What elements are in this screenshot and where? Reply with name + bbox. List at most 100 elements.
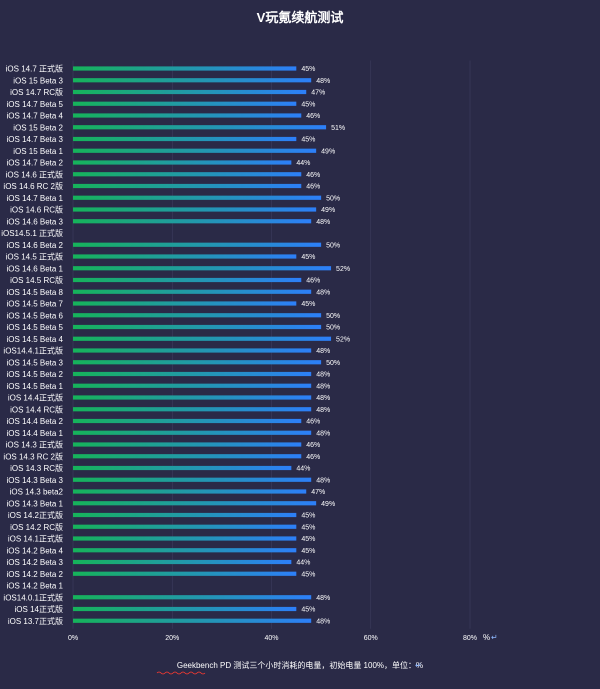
value-label: 45% [301,137,315,144]
value-label: 49% [321,501,335,508]
bar [73,277,302,283]
bar [73,195,322,200]
value-label: 44% [296,466,310,473]
category-label: iOS 14正式版 [15,604,63,614]
bar [73,595,312,600]
value-label: 48% [316,78,330,85]
bar [73,489,307,494]
value-label: 50% [326,242,340,249]
category-label: iOS 14.4 Beta 1 [7,429,64,438]
category-label: iOS 14.6 Beta 2 [7,241,64,250]
value-label: 48% [316,219,330,226]
value-label: 45% [301,101,315,108]
category-label: iOS 15 Beta 1 [13,147,63,156]
category-label: iOS 14.7 Beta 1 [7,194,64,203]
bar [73,477,312,482]
value-label: 46% [306,113,320,120]
bar [73,136,297,142]
bar [73,148,317,153]
category-label: iOS14.0.1正式版 [3,592,63,602]
bar [73,383,312,388]
category-label: iOS 14.5 Beta 1 [7,382,64,391]
category-label: iOS 14.2 Beta 4 [7,546,64,555]
x-tick-label: 60% [364,635,378,642]
bar [73,618,312,623]
category-label: iOS 14.5 Beta 5 [7,323,64,332]
value-label: 47% [311,489,325,496]
category-label: iOS 14.3 RC 2版 [3,451,63,461]
value-label: 48% [316,407,330,414]
category-label: iOS 14.5 正式版 [6,252,63,262]
bar [73,501,317,506]
bar [73,78,312,83]
category-label: iOS 14.3 Beta 1 [7,499,64,508]
value-label: 46% [306,278,320,285]
label-layer: iOS 14.7 正式版 45% iOS 15 Beta 3 48% iOS 14.7 … [1,64,350,626]
category-label: iOS 14.2 Beta 1 [7,582,64,591]
bar [73,418,302,424]
bar [73,242,322,247]
bar [73,254,297,259]
category-label: iOS 14.5 Beta 2 [7,370,64,379]
category-label: iOS 14.4 RC版 [10,404,63,414]
category-label: iOS 14.7 Beta 5 [7,100,64,109]
value-label: 44% [296,560,310,567]
category-label: iOS 14.3 Beta 3 [7,476,64,485]
category-label: iOS 14.7 Beta 2 [7,159,64,168]
category-label: iOS 14.2 RC版 [10,522,63,532]
x-tick-label: 80% [463,635,477,642]
category-label: iOS 14.3 RC版 [10,463,63,473]
bar [73,313,322,318]
value-label: 45% [301,66,315,73]
bar [73,407,312,412]
bar [73,324,322,330]
category-label: iOS 14.6 RC 2版 [3,181,63,191]
value-label: 45% [301,607,315,614]
bar [73,442,302,447]
bar [73,183,302,189]
category-label: iOS 14.5 Beta 4 [7,335,64,344]
value-label: 46% [306,454,320,461]
value-label: 50% [326,360,340,367]
grid-layer [72,60,471,629]
category-label: iOS 14.5 Beta 6 [7,311,64,320]
value-label: 45% [301,524,315,531]
value-label: 46% [306,184,320,191]
category-label: iOS 14.3 正式版 [6,440,63,450]
category-label: iOS 14.5 Beta 8 [7,288,64,297]
bar [73,524,297,529]
bar [73,395,312,400]
bar [73,360,322,365]
bar [73,559,292,565]
bar-layer [73,66,332,623]
category-label: iOS 14.7 RC版 [10,87,63,97]
bar [73,430,312,435]
bar [73,89,307,95]
value-label: 45% [301,254,315,261]
category-label: iOS 14.4 Beta 2 [7,417,64,426]
bar [73,125,327,130]
value-label: 48% [316,595,330,602]
category-label: iOS14.5.1 正式版 [1,228,63,238]
bar [73,301,297,306]
bar [73,160,292,165]
bar [73,336,332,341]
value-label: 48% [316,289,330,296]
value-label: 46% [306,419,320,426]
bar [73,113,302,118]
value-label: 48% [316,430,330,437]
bar [73,207,317,212]
category-label: iOS 14.6 Beta 3 [7,217,64,226]
category-label: iOS 14.7 正式版 [6,64,63,74]
value-label: 51% [331,125,345,132]
category-label: iOS 14.5 Beta 3 [7,358,64,367]
value-label: 49% [321,207,335,214]
bar [73,348,312,353]
bar [73,548,297,553]
bar [73,606,297,612]
bar [73,219,312,224]
value-label: 50% [326,325,340,332]
bar [73,289,312,294]
value-label: 48% [316,477,330,484]
value-label: 50% [326,313,340,320]
